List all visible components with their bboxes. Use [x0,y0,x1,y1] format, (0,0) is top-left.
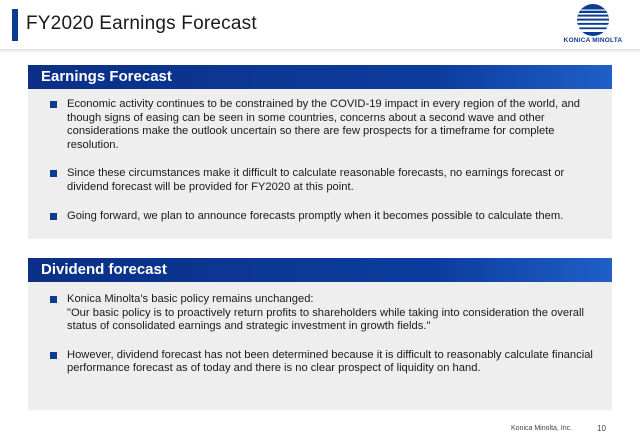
list-item: Konica Minolta's basic policy remains un… [50,293,600,334]
bullet-text: Since these circumstances make it diffic… [67,167,565,193]
list-item: However, dividend forecast has not been … [50,349,600,376]
page-number: 10 [597,424,606,433]
dividend-forecast-section: Dividend forecast Konica Minolta's basic… [28,258,612,410]
bullet-text: Konica Minolta's basic policy remains un… [67,293,584,333]
bullet-text: Going forward, we plan to announce forec… [67,209,564,222]
logo-wordmark: KONICA MINOLTA [563,37,623,44]
list-item: Since these circumstances make it diffic… [50,167,600,194]
square-bullet-icon [50,101,57,108]
square-bullet-icon [50,296,57,303]
earnings-forecast-section: Earnings Forecast Economic activity cont… [28,65,612,239]
list-item: Economic activity continues to be constr… [50,98,600,152]
square-bullet-icon [50,170,57,178]
square-bullet-icon [50,212,57,220]
square-bullet-icon [50,351,57,359]
bullet-list: Economic activity continues to be constr… [28,89,612,223]
globe-logo-icon [577,4,609,36]
bullet-text: Economic activity continues to be constr… [67,98,581,151]
section-heading: Earnings Forecast [28,65,612,89]
bullet-text: However, dividend forecast has not been … [67,348,593,375]
bullet-list: Konica Minolta's basic policy remains un… [28,282,612,376]
section-heading: Dividend forecast [28,258,612,282]
title-accent-bar [12,9,18,41]
slide-header: FY2020 Earnings Forecast KONICA MINOLTA [0,0,640,52]
footer-company: Konica Minolta, Inc. [511,425,573,432]
header-divider [0,49,640,52]
page-title: FY2020 Earnings Forecast [26,13,257,34]
list-item: Going forward, we plan to announce forec… [50,210,600,224]
company-logo: KONICA MINOLTA [560,3,626,47]
